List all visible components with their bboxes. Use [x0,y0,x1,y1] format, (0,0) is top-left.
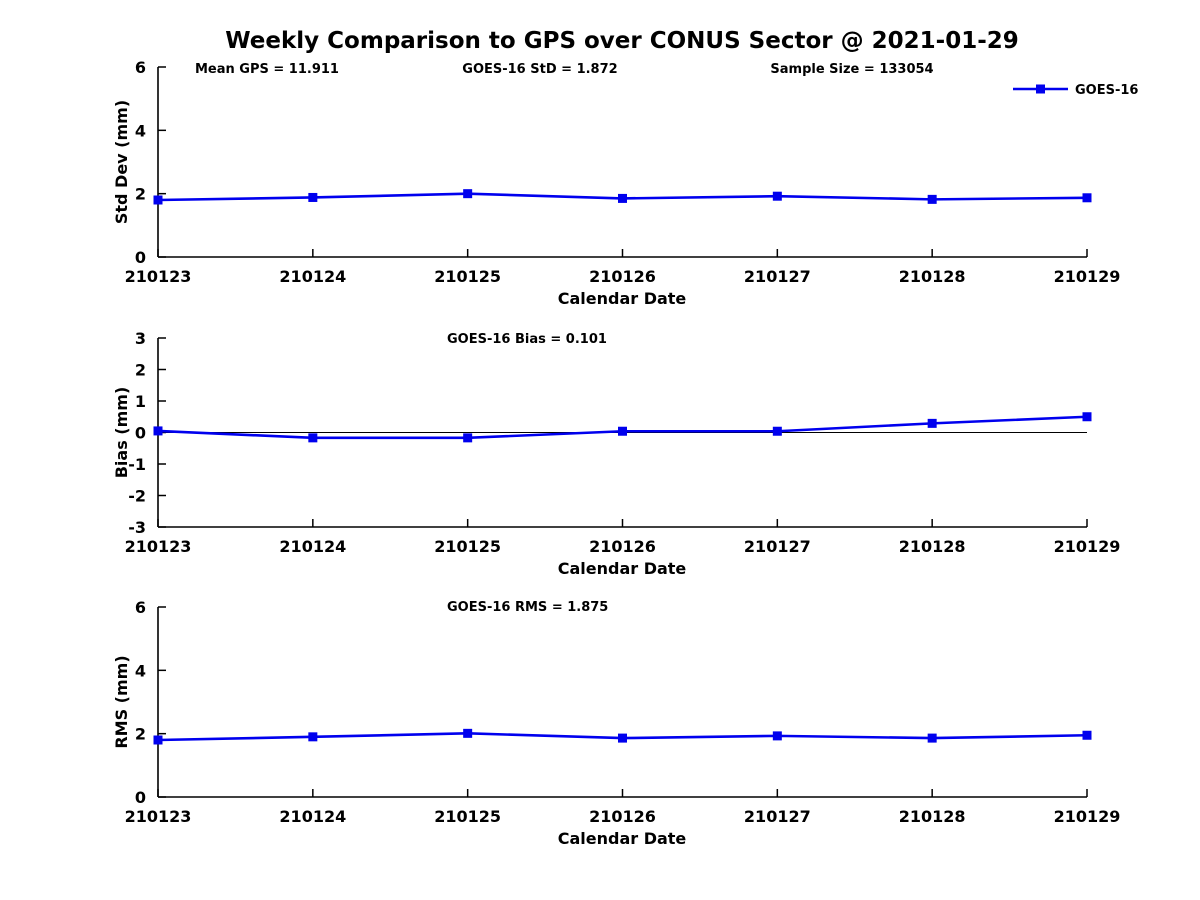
rms-x-tick-label: 210128 [899,807,966,826]
std-dev-y-tick-label: 0 [135,248,146,267]
rms-data-point-marker [772,731,782,741]
std-dev-annotation: Sample Size = 133054 [770,62,933,77]
rms-x-tick-label: 210127 [744,807,811,826]
bias-data-point-marker [618,426,627,436]
bias-y-tick-label: -2 [128,487,146,506]
rms-data-point-marker [153,735,163,745]
bias-annotation: GOES-16 Bias = 0.101 [447,332,607,347]
rms-y-tick-label: 0 [135,788,146,807]
bias-data-point-marker [927,418,937,428]
rms-data-point-marker [308,732,318,742]
bias-x-tick-label: 210123 [125,537,192,556]
rms-data-point-marker [618,733,627,743]
std-dev-x-tick-label: 210126 [589,267,656,286]
bias-x-tick-label: 210129 [1054,537,1121,556]
rms-x-tick-label: 210126 [589,807,656,826]
std-dev-x-axis-label: Calendar Date [558,289,687,308]
rms-y-tick-label: 6 [135,598,146,617]
rms-x-tick-label: 210129 [1054,807,1121,826]
rms-y-tick-label: 4 [135,661,146,680]
bias-data-point-marker [1082,412,1092,422]
bias-y-tick-label: 1 [135,392,146,411]
bias-y-tick-label: 3 [135,329,146,348]
std-dev-data-point-marker [1082,193,1092,203]
std-dev-y-axis-label: Std Dev (mm) [112,100,131,224]
bias-x-tick-label: 210126 [589,537,656,556]
bias-data-point-marker [772,426,782,436]
bias-y-tick-label: -1 [128,455,146,474]
bias-x-axis-label: Calendar Date [558,559,687,578]
std-dev-data-point-marker [772,191,782,201]
std-dev-x-tick-label: 210127 [744,267,811,286]
bias-x-tick-label: 210128 [899,537,966,556]
rms-x-tick-label: 210123 [125,807,192,826]
bias-y-tick-label: -3 [128,518,146,537]
bias-data-point-marker [463,433,473,443]
rms-annotation: GOES-16 RMS = 1.875 [447,600,608,615]
std-dev-data-point-marker [463,189,473,199]
std-dev-x-tick-label: 210125 [434,267,501,286]
rms-y-axis-label: RMS (mm) [112,655,131,748]
rms-y-tick-label: 2 [135,725,146,744]
std-dev-annotation: Mean GPS = 11.911 [195,62,339,77]
std-dev-data-point-marker [308,192,318,202]
bias-y-tick-label: 0 [135,424,146,443]
rms-x-tick-label: 210124 [279,807,346,826]
bias-y-axis-label: Bias (mm) [112,387,131,479]
std-dev-x-tick-label: 210123 [125,267,192,286]
std-dev-data-point-marker [153,195,163,205]
chart-title: Weekly Comparison to GPS over CONUS Sect… [225,28,1019,54]
std-dev-data-point-marker [618,193,627,203]
std-dev-x-tick-label: 210124 [279,267,346,286]
bias-x-tick-label: 210124 [279,537,346,556]
rms-x-axis-label: Calendar Date [558,829,687,848]
bias-data-point-marker [153,426,163,436]
bias-x-tick-label: 210127 [744,537,811,556]
std-dev-data-point-marker [927,194,937,204]
rms-data-point-marker [463,728,473,738]
rms-x-tick-label: 210125 [434,807,501,826]
bias-data-point-marker [308,433,318,443]
std-dev-y-tick-label: 6 [135,58,146,77]
std-dev-x-tick-label: 210128 [899,267,966,286]
legend-marker [1036,84,1045,94]
bias-y-tick-label: 2 [135,361,146,380]
std-dev-y-tick-label: 4 [135,121,146,140]
bias-x-tick-label: 210125 [434,537,501,556]
std-dev-x-tick-label: 210129 [1054,267,1121,286]
rms-data-point-marker [1082,730,1092,740]
std-dev-y-tick-label: 2 [135,185,146,204]
std-dev-annotation: GOES-16 StD = 1.872 [462,62,617,77]
legend-label: GOES-16 [1075,83,1138,98]
rms-data-point-marker [927,733,937,743]
